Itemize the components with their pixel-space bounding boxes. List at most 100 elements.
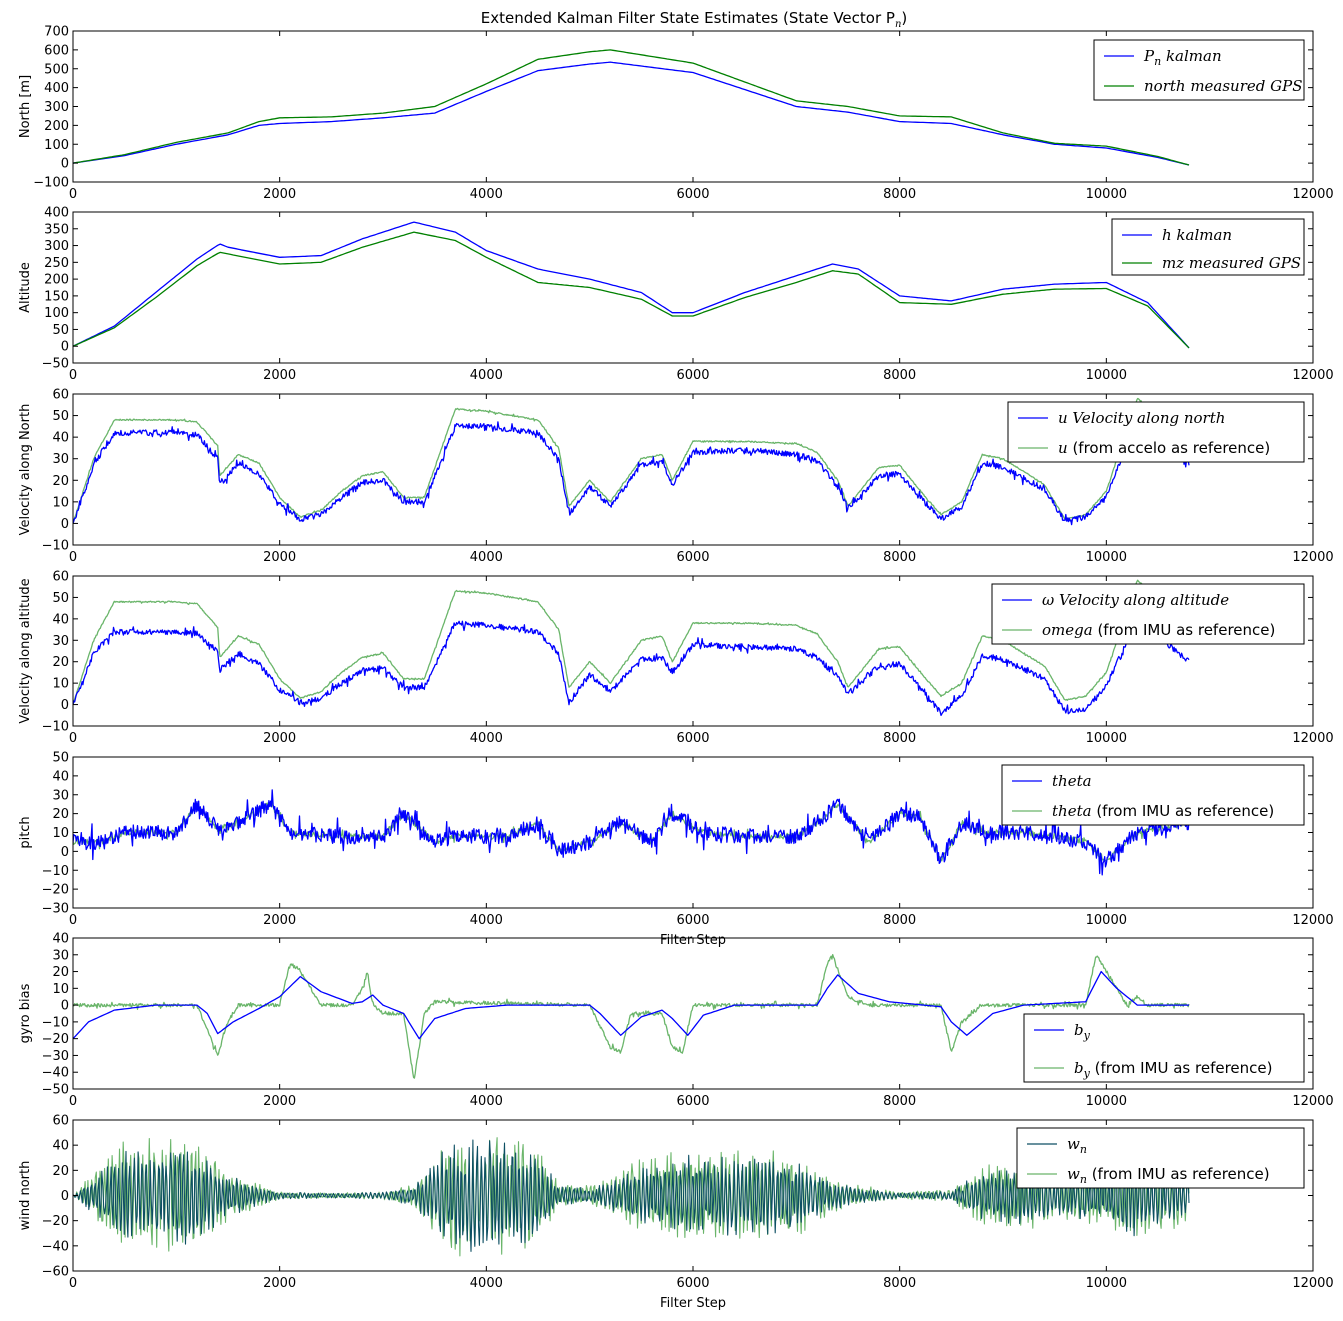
x-tick-label: 2000 bbox=[263, 368, 296, 383]
y-tick-label: 40 bbox=[52, 932, 69, 947]
y-tick-label: −20 bbox=[42, 883, 69, 898]
y-tick-label: 30 bbox=[52, 948, 69, 963]
y-tick-label: −40 bbox=[42, 1239, 69, 1254]
series-line-u-velocity-along-north bbox=[73, 414, 1190, 526]
legend-entry-theta-from-imu-as-reference: theta (from IMU as reference) bbox=[1052, 802, 1274, 820]
y-tick-label: 10 bbox=[52, 982, 69, 997]
legend: wn wn (from IMU as reference) bbox=[1016, 1127, 1305, 1189]
y-tick-label: −60 bbox=[42, 1265, 69, 1280]
y-tick-label: −20 bbox=[42, 1032, 69, 1047]
x-tick-label: 12000 bbox=[1292, 1094, 1333, 1109]
y-tick-label: −30 bbox=[42, 902, 69, 917]
y-tick-label: 50 bbox=[52, 409, 69, 424]
y-tick-label: 200 bbox=[44, 273, 69, 288]
legend-entry-w-n-from-imu-as-reference: wn (from IMU as reference) bbox=[1067, 1165, 1270, 1186]
series-line-u-from-accelo-as-reference bbox=[73, 397, 1190, 524]
legend: theta theta (from IMU as reference) bbox=[1001, 764, 1305, 826]
y-tick-label: 0 bbox=[61, 999, 69, 1014]
y-tick-label: 60 bbox=[52, 570, 69, 585]
legend-entry-b-y: by bbox=[1074, 1021, 1091, 1042]
x-tick-label: 12000 bbox=[1292, 368, 1333, 383]
series-group bbox=[73, 953, 1190, 1079]
y-tick-label: 60 bbox=[52, 388, 69, 403]
legend: ω Velocity along altitude omega (from IMU… bbox=[991, 583, 1305, 645]
series-line-b-y-from-imu-as-reference bbox=[73, 953, 1190, 1079]
x-tick-label: 12000 bbox=[1292, 187, 1333, 202]
y-tick-label: −30 bbox=[42, 1049, 69, 1064]
y-tick-label: 0 bbox=[61, 157, 69, 172]
y-tick-label: 0 bbox=[61, 1189, 69, 1204]
legend: by by (from IMU as reference) bbox=[1023, 1013, 1305, 1083]
series-group bbox=[73, 1137, 1190, 1257]
x-tick-label: 12000 bbox=[1292, 1276, 1333, 1291]
y-tick-label: 350 bbox=[44, 222, 69, 237]
legend-entry-omega-from-imu-as-reference: omega (from IMU as reference) bbox=[1042, 621, 1275, 639]
x-tick-label: 8000 bbox=[883, 368, 916, 383]
series-line-h-kalman bbox=[73, 221, 1190, 349]
x-tick-label: 4000 bbox=[470, 913, 503, 928]
y-tick-label: 200 bbox=[44, 119, 69, 134]
y-axis-label: Altitude bbox=[18, 262, 33, 313]
legend-entry-mz-measured-gps: mz measured GPS bbox=[1162, 254, 1301, 272]
y-tick-label: 10 bbox=[52, 826, 69, 841]
x-tick-label: 4000 bbox=[470, 550, 503, 565]
panel-1: 0 2000 4000 6000 8000 10000 12000−100010020030… bbox=[18, 25, 1334, 203]
x-tick-label: 6000 bbox=[676, 913, 709, 928]
panel-5: 0 2000 4000 6000 8000 10000 12000 −30 −20 −10 0 10 2… bbox=[18, 751, 1334, 949]
y-tick-label: 700 bbox=[44, 25, 69, 40]
y-tick-label: −100 bbox=[33, 176, 69, 191]
x-tick-label: 4000 bbox=[470, 368, 503, 383]
series-line-mz-measured-gps bbox=[73, 231, 1190, 349]
legend-entry-u-from-accelo-as-reference: u (from accelo as reference) bbox=[1058, 439, 1270, 457]
y-tick-label: 250 bbox=[44, 256, 69, 271]
x-tick-label: 8000 bbox=[883, 1276, 916, 1291]
x-tick-label: 0 bbox=[69, 1276, 77, 1291]
series-group bbox=[73, 397, 1190, 526]
series-line-omega-velocity-along-altitude bbox=[73, 613, 1190, 717]
legend-box bbox=[991, 583, 1305, 645]
y-axis-label: pitch bbox=[18, 816, 33, 848]
series-group bbox=[73, 789, 1190, 876]
y-tick-label: 20 bbox=[52, 807, 69, 822]
x-tick-label: 8000 bbox=[883, 550, 916, 565]
y-tick-label: 20 bbox=[52, 965, 69, 980]
legend-entry-omega-velocity-along-altitude: ω Velocity along altitude bbox=[1042, 591, 1229, 609]
x-tick-label: 6000 bbox=[676, 368, 709, 383]
x-tick-label: 10000 bbox=[1086, 187, 1127, 202]
x-tick-label: 10000 bbox=[1086, 550, 1127, 565]
x-tick-label: 8000 bbox=[883, 913, 916, 928]
x-tick-label: 4000 bbox=[470, 187, 503, 202]
x-tick-label: 0 bbox=[69, 1094, 77, 1109]
panel-6: 0 2000 4000 6000 8000 10000 12000 −50 −40 −30 −20 −… bbox=[18, 932, 1334, 1110]
y-tick-label: −40 bbox=[42, 1066, 69, 1081]
y-axis-label: gyro bias bbox=[18, 983, 33, 1043]
x-tick-label: 8000 bbox=[883, 187, 916, 202]
series-line-p-n-kalman bbox=[73, 61, 1190, 166]
x-tick-label: 2000 bbox=[263, 550, 296, 565]
y-tick-label: 10 bbox=[52, 495, 69, 510]
y-tick-label: −50 bbox=[42, 1083, 69, 1098]
x-tick-label: 10000 bbox=[1086, 368, 1127, 383]
x-tick-label: 4000 bbox=[470, 731, 503, 746]
legend-entry-north-measured-gps: north measured GPS bbox=[1144, 77, 1303, 95]
legend: h kalman mz measured GPS bbox=[1111, 218, 1305, 276]
y-tick-label: −10 bbox=[42, 864, 69, 879]
y-tick-label: 50 bbox=[52, 323, 69, 338]
x-tick-label: 6000 bbox=[676, 1276, 709, 1291]
y-axis-label: Velocity along North bbox=[18, 404, 33, 536]
legend-entry-p-n-kalman: Pn kalman bbox=[1143, 47, 1222, 68]
legend-entry-u-velocity-along-north: u Velocity along north bbox=[1058, 409, 1225, 427]
legend-box bbox=[1016, 1127, 1305, 1189]
legend-box bbox=[1093, 39, 1305, 101]
legend-box bbox=[1111, 218, 1305, 276]
figure-title-end: ) bbox=[901, 9, 907, 27]
x-tick-label: 0 bbox=[69, 368, 77, 383]
x-tick-label: 12000 bbox=[1292, 550, 1333, 565]
y-tick-label: 30 bbox=[52, 788, 69, 803]
y-tick-label: 0 bbox=[61, 845, 69, 860]
x-tick-label: 12000 bbox=[1292, 731, 1333, 746]
y-axis-label: wind north bbox=[18, 1161, 33, 1231]
legend: Pn kalman north measured GPS bbox=[1093, 39, 1305, 101]
x-tick-label: 0 bbox=[69, 913, 77, 928]
